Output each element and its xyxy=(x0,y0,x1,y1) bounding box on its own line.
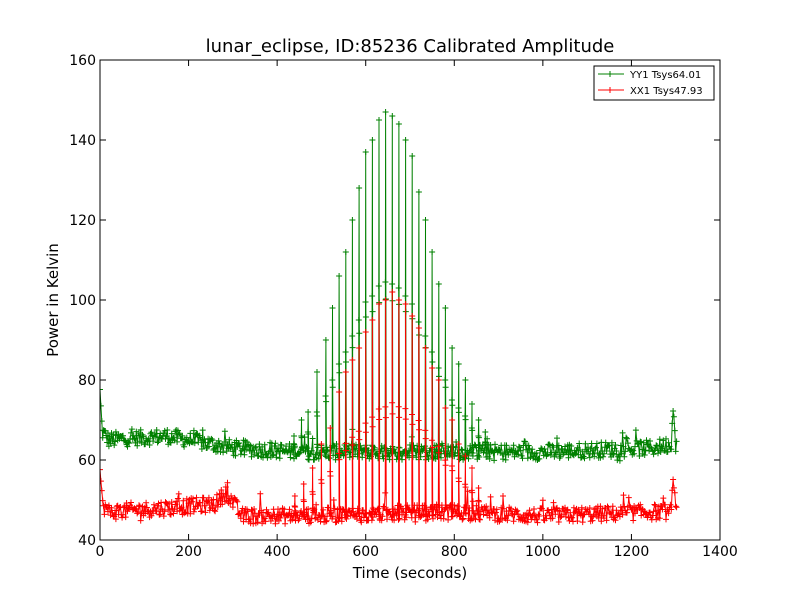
series-xx1 xyxy=(100,289,680,527)
legend: YY1 Tsys64.01 XX1 Tsys47.93 xyxy=(593,65,715,101)
x-tick-label: 1400 xyxy=(702,544,738,560)
x-tick-label: 600 xyxy=(352,544,379,560)
y-axis-label: Power in Kelvin xyxy=(44,243,62,357)
legend-marker-xx1 xyxy=(607,87,613,93)
y-tick-label: 40 xyxy=(78,533,96,549)
series-yy1 xyxy=(100,109,680,464)
legend-label-xx1: XX1 Tsys47.93 xyxy=(630,86,703,97)
y-tick-label: 120 xyxy=(69,213,96,229)
x-tick-label: 1200 xyxy=(614,544,650,560)
series-layer xyxy=(100,109,680,527)
series-markers xyxy=(100,289,680,527)
plot-frame xyxy=(99,59,721,541)
legend-box xyxy=(593,65,715,101)
x-tick-label: 800 xyxy=(441,544,468,560)
chart-title: lunar_eclipse, ID:85236 Calibrated Ampli… xyxy=(206,36,615,57)
legend-marker-yy1 xyxy=(607,71,613,77)
x-tick-label: 400 xyxy=(264,544,291,560)
ticks-layer: 0 200 400 600 800 1000 1200 1400 40 60 80 100 120 140… xyxy=(69,53,738,560)
legend-label-yy1: YY1 Tsys64.01 xyxy=(629,70,701,81)
x-tick-label: 200 xyxy=(175,544,202,560)
y-tick-label: 80 xyxy=(78,373,96,389)
x-axis-label: Time (seconds) xyxy=(352,564,468,582)
y-tick-label: 140 xyxy=(69,133,96,149)
y-tick-label: 100 xyxy=(69,293,96,309)
y-tick-label: 160 xyxy=(69,53,96,69)
x-tick-label: 0 xyxy=(96,544,105,560)
plot-area xyxy=(100,60,720,540)
x-tick-label: 1000 xyxy=(525,544,561,560)
y-tick-label: 60 xyxy=(78,453,96,469)
